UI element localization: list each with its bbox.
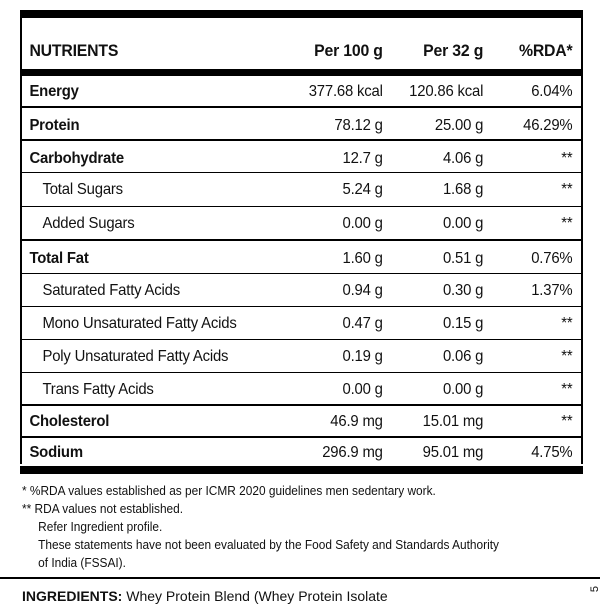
- top-thick-rule: [20, 10, 583, 18]
- row-divider: [22, 273, 581, 274]
- row-divider: [22, 339, 581, 340]
- header-rda: %RDA*: [518, 41, 573, 60]
- row-divider: [22, 139, 581, 141]
- table-row: Cholesterol 46.9 mg 15.01 mg **: [29, 413, 573, 430]
- row-divider: [22, 206, 581, 207]
- row-divider: [22, 404, 581, 406]
- table-row: Poly Unsaturated Fatty Acids 0.19 g 0.06…: [42, 348, 573, 365]
- table-row: Saturated Fatty Acids 0.94 g 0.30 g 1.37…: [42, 282, 573, 299]
- header-thick-rule: [22, 69, 581, 76]
- table-header: NUTRIENTS Per 100 g Per 32 g %RDA*: [22, 40, 581, 62]
- table-row: Total Sugars 5.24 g 1.68 g **: [42, 181, 573, 198]
- nutrition-table: NUTRIENTS Per 100 g Per 32 g %RDA* Energ…: [20, 10, 583, 474]
- table-row: Protein 78.12 g 25.00 g 46.29%: [29, 117, 573, 134]
- header-per-32g: Per 32 g: [423, 41, 484, 60]
- bottom-thick-rule: [20, 466, 583, 474]
- table-row: Sodium 296.9 mg 95.01 mg 4.75%: [29, 444, 573, 461]
- ingredients-label: INGREDIENTS:: [22, 588, 123, 604]
- row-divider: [22, 172, 581, 173]
- ingredients-line: INGREDIENTS: Whey Protein Blend (Whey Pr…: [22, 588, 388, 604]
- footnote-rda: * %RDA values established as per ICMR 20…: [22, 484, 436, 498]
- header-per-100g: Per 100 g: [314, 41, 383, 60]
- table-row: Added Sugars 0.00 g 0.00 g **: [42, 215, 573, 232]
- side-mark: 5: [588, 585, 600, 593]
- ingredients-rule: [0, 577, 600, 579]
- footnotes: * %RDA values established as per ICMR 20…: [22, 482, 554, 572]
- table-row: Carbohydrate 12.7 g 4.06 g **: [29, 150, 573, 167]
- row-divider: [22, 372, 581, 373]
- footnote-disclaimer: These statements have not been evaluated…: [38, 538, 499, 552]
- row-divider: [22, 436, 581, 438]
- row-divider: [22, 239, 581, 241]
- table-row: Mono Unsaturated Fatty Acids 0.47 g 0.15…: [42, 315, 573, 332]
- table-row: Energy 377.68 kcal 120.86 kcal 6.04%: [29, 83, 573, 100]
- table-row: Total Fat 1.60 g 0.51 g 0.76%: [29, 250, 573, 267]
- header-nutrients: NUTRIENTS: [29, 41, 119, 60]
- table-row: Trans Fatty Acids 0.00 g 0.00 g **: [42, 381, 573, 398]
- ingredients-text: Whey Protein Blend (Whey Protein Isolate: [126, 588, 388, 604]
- footnote-not-established: ** RDA values not established.: [22, 502, 184, 516]
- footnote-disclaimer-cont: of India (FSSAI).: [38, 556, 126, 570]
- footnote-refer: Refer Ingredient profile.: [38, 520, 163, 534]
- row-divider: [22, 306, 581, 307]
- row-divider: [22, 106, 581, 108]
